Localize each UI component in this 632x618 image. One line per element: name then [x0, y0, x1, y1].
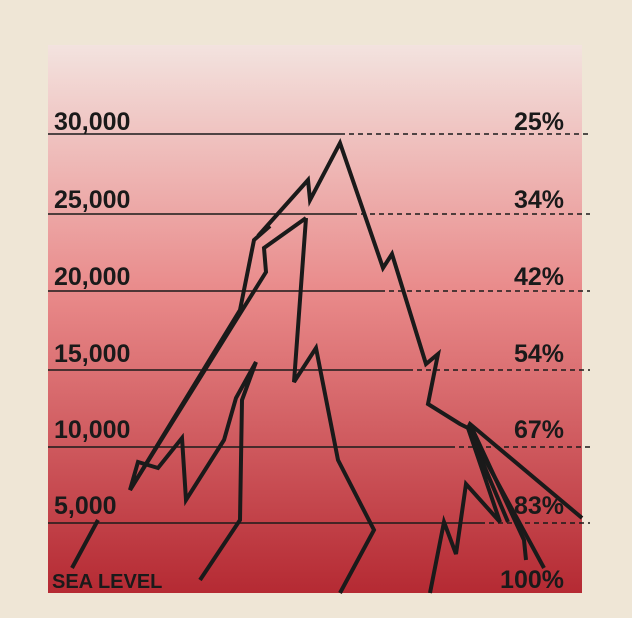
- altitude-label-20000: 20,000: [54, 263, 130, 291]
- altitude-label-sea-level: SEA LEVEL: [52, 571, 162, 593]
- oxygen-label-34: 34%: [514, 186, 564, 214]
- oxygen-label-54: 54%: [514, 340, 564, 368]
- altitude-labels: 30,000 25,000 20,000 15,000 10,000 5,000…: [52, 108, 162, 593]
- mountain-right-spur-b: [468, 423, 528, 561]
- altitude-label-15000: 15,000: [54, 340, 130, 368]
- mountain-left-inner-ridge: [128, 216, 308, 492]
- mountain-central-ridge: [292, 217, 377, 594]
- oxygen-label-25: 25%: [514, 108, 564, 136]
- altitude-label-10000: 10,000: [54, 416, 130, 444]
- mountain-drawing: [70, 137, 584, 594]
- oxygen-label-67: 67%: [514, 416, 564, 444]
- altitude-label-25000: 25,000: [54, 186, 130, 214]
- altitude-grid: [48, 133, 590, 524]
- oxygen-label-83: 83%: [514, 492, 564, 520]
- oxygen-label-42: 42%: [514, 263, 564, 291]
- oxygen-label-100: 100%: [500, 566, 564, 594]
- altitude-label-5000: 5,000: [54, 492, 117, 520]
- altitude-label-30000: 30,000: [54, 108, 130, 136]
- mountain-ridge-outline: [128, 137, 584, 582]
- mountain-foot-left: [70, 519, 100, 569]
- oxygen-labels: 25% 34% 42% 54% 67% 83% 100%: [500, 108, 564, 594]
